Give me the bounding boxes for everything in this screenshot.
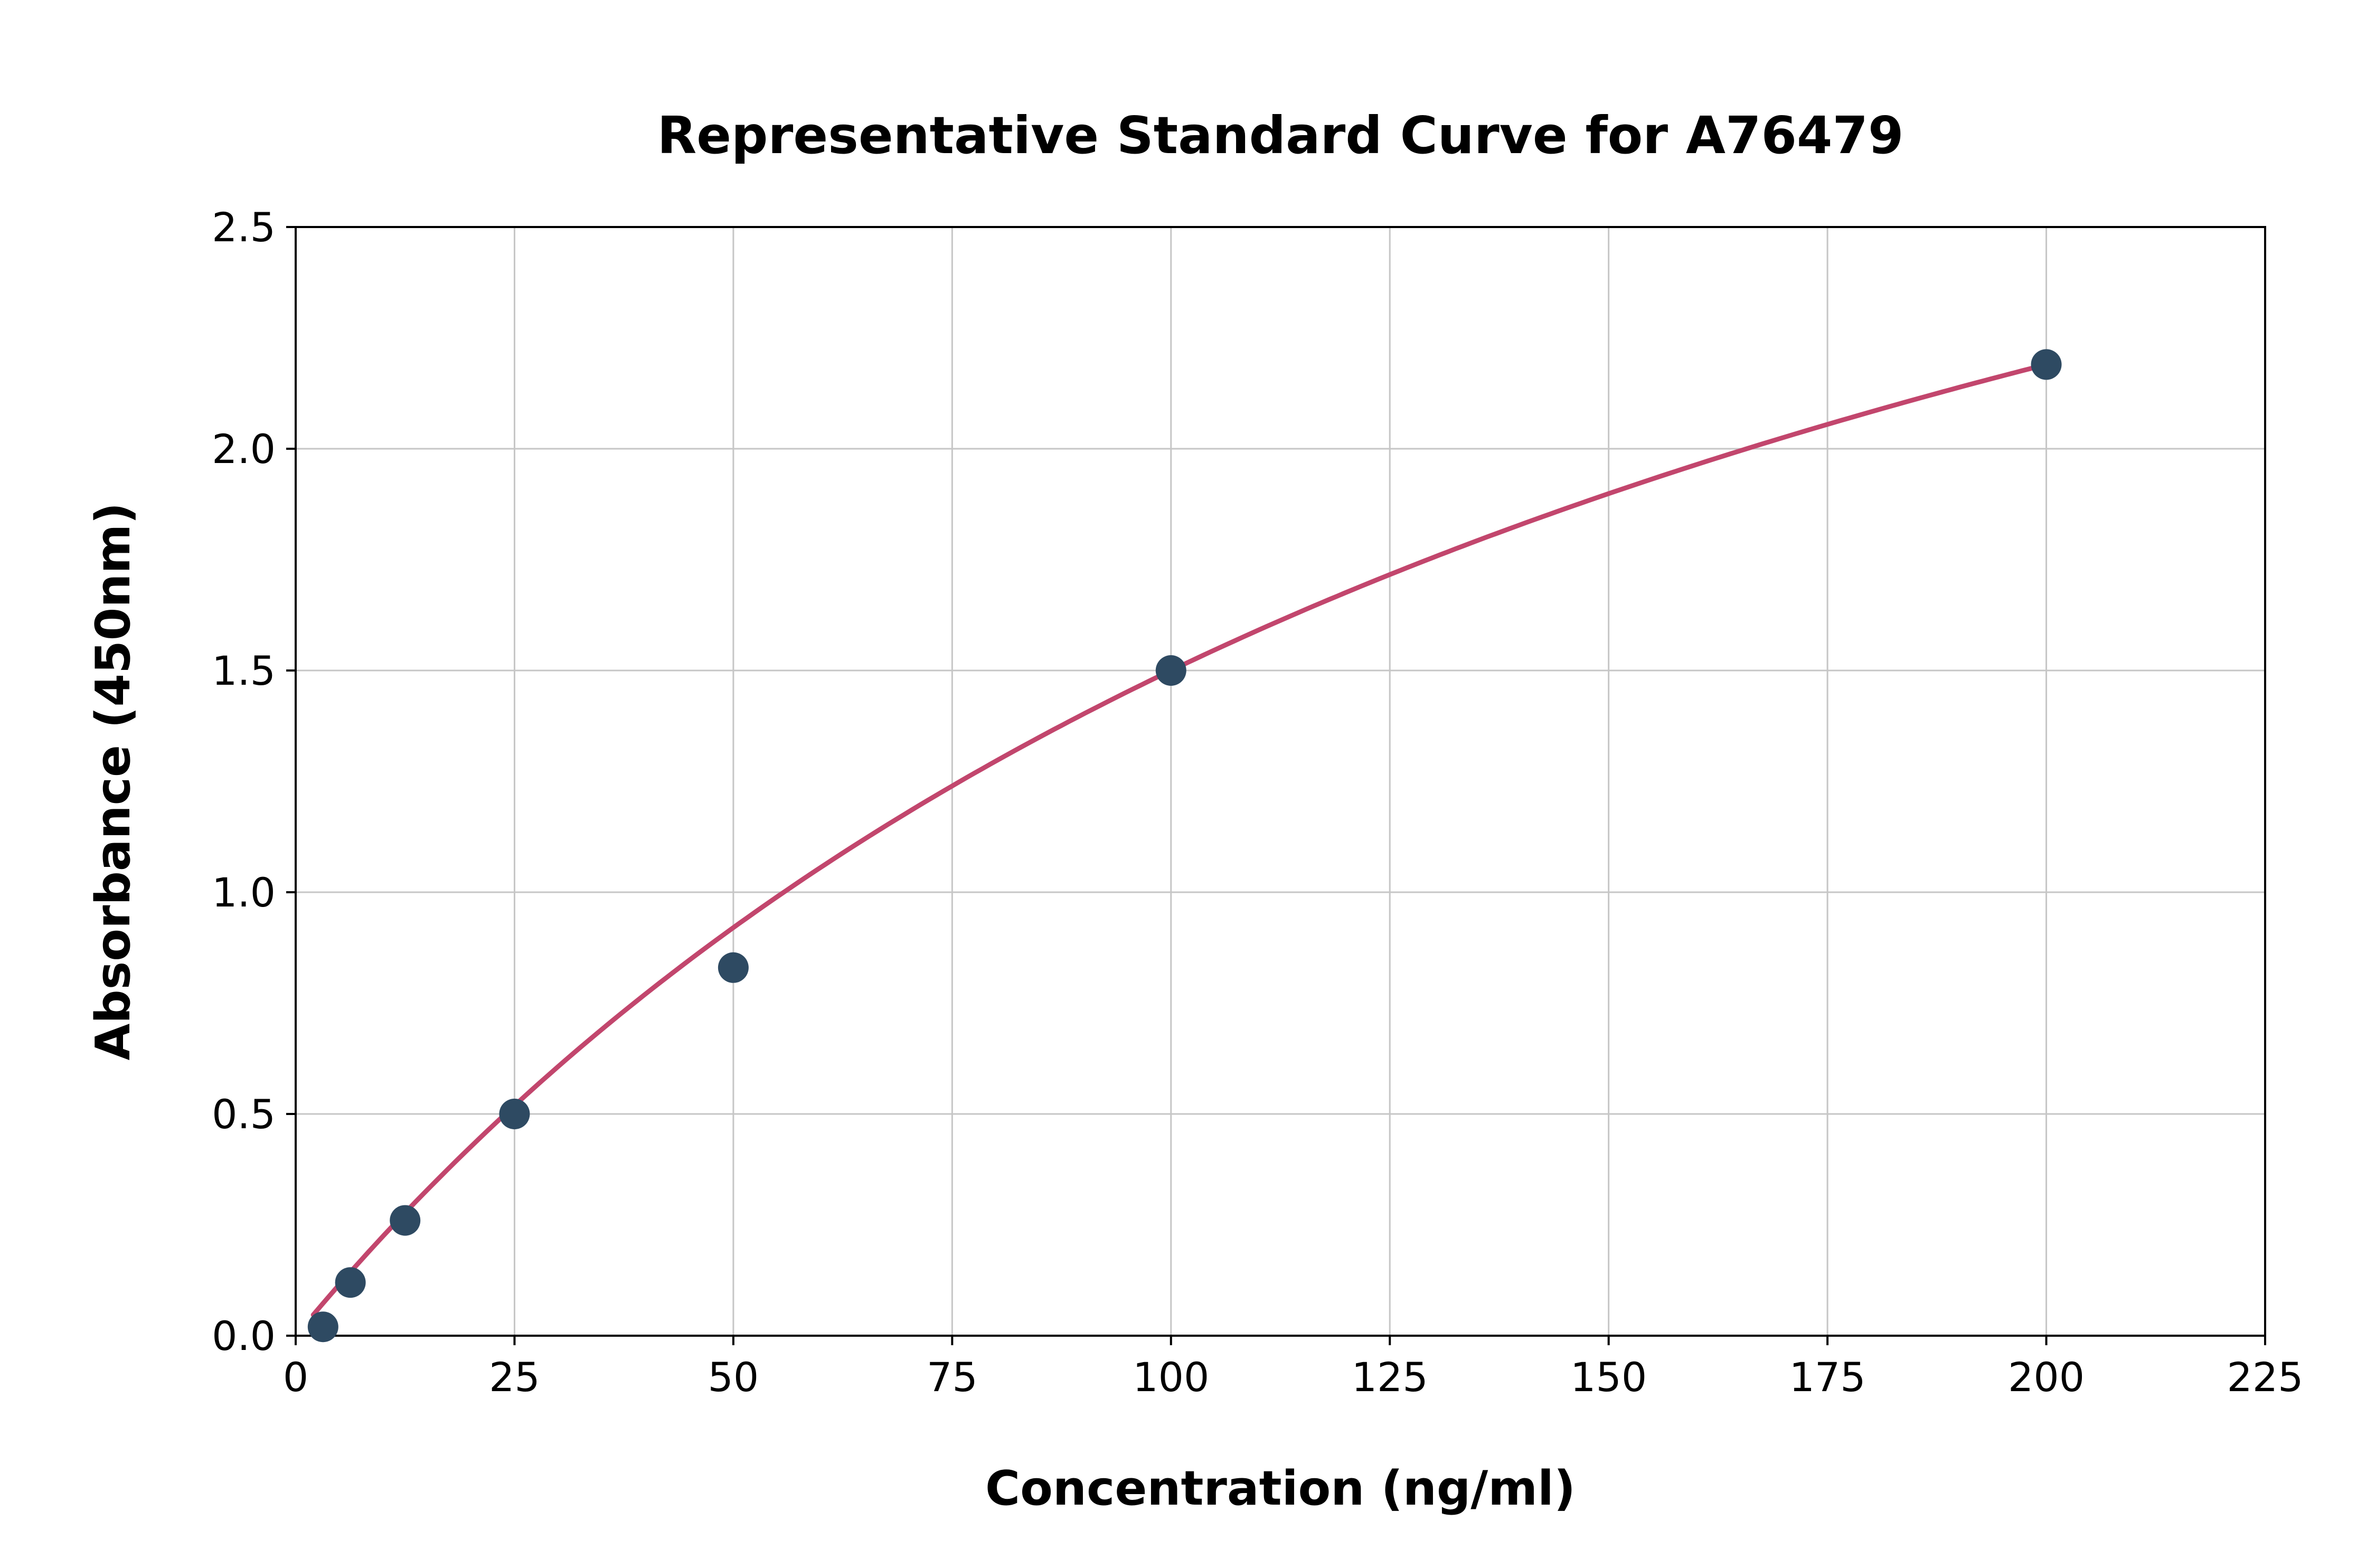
y-tick-label: 0.5 xyxy=(212,1091,276,1138)
data-point xyxy=(718,952,749,983)
y-tick-label: 1.5 xyxy=(212,647,276,694)
data-point xyxy=(499,1099,530,1129)
data-points-layer xyxy=(307,349,2062,1343)
ticks-layer: 0 25 50 75 100 125 150 175 200 225 0.0 0.5 1.0 1.5 2.0… xyxy=(212,204,2303,1401)
x-tick-label: 75 xyxy=(927,1354,978,1401)
y-tick-label: 1.0 xyxy=(212,869,276,916)
data-point xyxy=(2031,349,2062,380)
x-tick-label: 50 xyxy=(708,1354,759,1401)
data-point xyxy=(390,1205,421,1236)
data-point xyxy=(307,1311,338,1343)
fit-curve-layer xyxy=(310,362,2049,1317)
x-tick-label: 225 xyxy=(2227,1354,2303,1401)
fit-curve xyxy=(310,362,2049,1317)
data-point xyxy=(335,1267,366,1298)
x-tick-label: 0 xyxy=(283,1354,308,1401)
x-tick-label: 200 xyxy=(2008,1354,2085,1401)
x-tick-label: 150 xyxy=(1570,1354,1647,1401)
x-tick-label: 25 xyxy=(489,1354,540,1401)
data-point xyxy=(1155,655,1186,686)
x-axis-label: Concentration (ng/ml) xyxy=(985,1461,1576,1516)
x-tick-label: 100 xyxy=(1133,1354,1209,1401)
y-tick-label: 2.5 xyxy=(212,204,276,251)
y-tick-label: 2.0 xyxy=(212,426,276,473)
x-tick-label: 125 xyxy=(1352,1354,1428,1401)
gridlines-layer xyxy=(295,226,2266,1337)
chart-title: Representative Standard Curve for A76479 xyxy=(657,106,1904,165)
plot-border xyxy=(295,226,2266,1337)
y-axis-label: Absorbance (450nm) xyxy=(86,503,141,1061)
y-tick-label: 0.0 xyxy=(212,1312,276,1359)
x-tick-label: 175 xyxy=(1789,1354,1866,1401)
